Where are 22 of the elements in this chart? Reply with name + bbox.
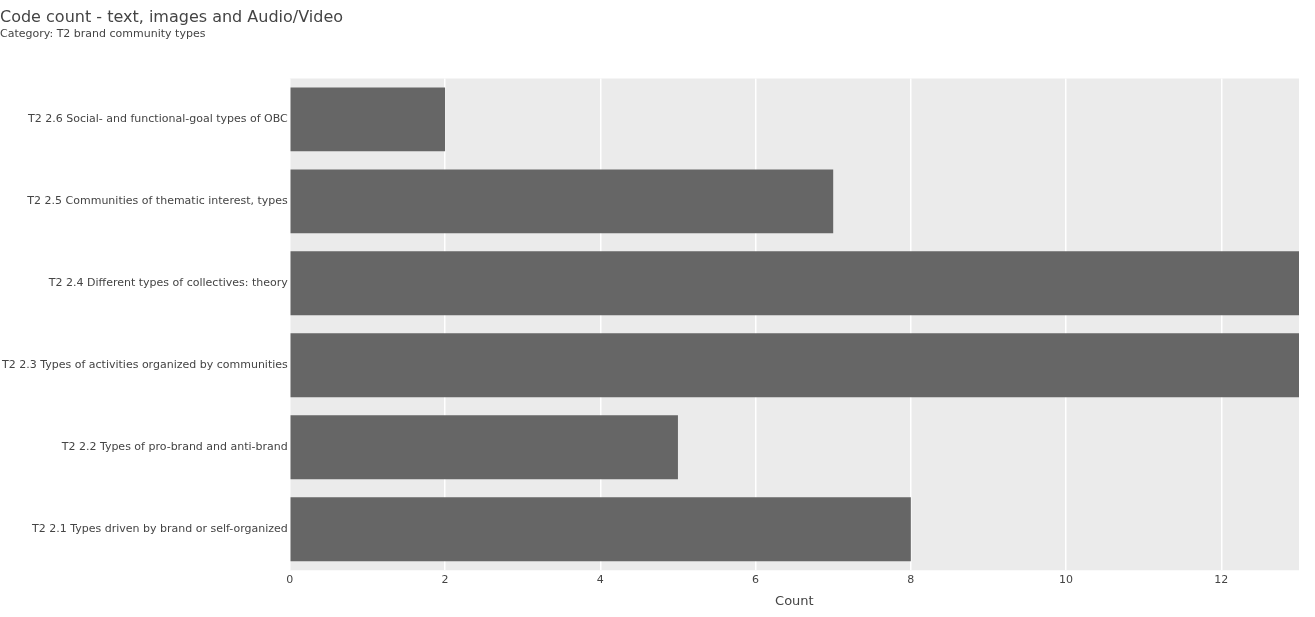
bar [290,251,1299,316]
bar [290,87,446,152]
bar [290,415,678,480]
y-tick-label: T2 2.6 Social- and functional-goal types of OBC [27,112,289,126]
x-tick-label: 6 [752,572,760,586]
y-tick-label: T2 2.5 Communities of thematic interest, types [26,194,289,208]
y-tick-label: T2 2.4 Different types of collectives: theory [47,276,289,290]
x-tick-label: 0 [286,572,294,586]
bar [290,169,834,234]
y-tick-label: T2 2.1 Types driven by brand or self-organized [31,522,288,536]
x-tick-label: 10 [1059,572,1074,586]
y-tick-label: T2 2.3 Types of activities organized by communities [1,358,289,372]
y-tick-label: T2 2.2 Types of pro-brand and anti-brand [60,440,288,454]
text: Category: T2 brand community types [0,26,206,40]
chart-title: Code count - text, images and Audio/Video [0,6,344,26]
x-axis-title: Count [775,592,814,608]
x-tick-label: 12 [1214,572,1229,586]
x-tick-label: 8 [907,572,915,586]
bar [290,333,1299,398]
x-tick-label: 4 [596,572,604,586]
bar [290,497,911,562]
x-tick-label: 2 [441,572,449,586]
